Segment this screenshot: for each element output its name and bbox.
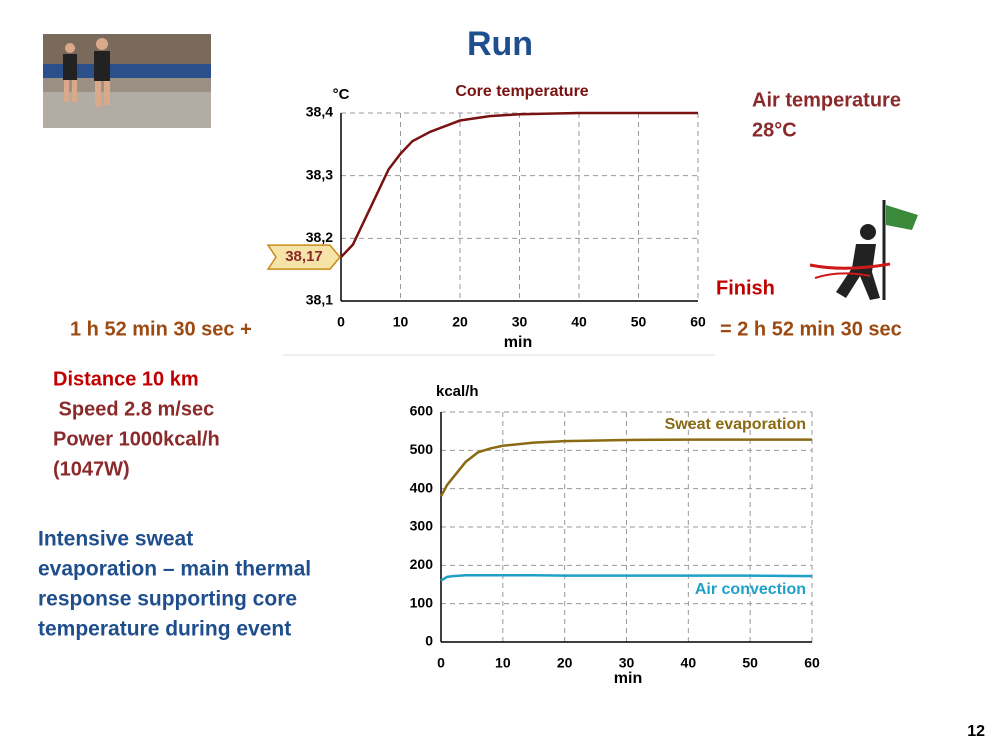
series-label: Air convection [695, 581, 806, 598]
x-tick-label: 50 [742, 655, 758, 671]
info-line: Power 1000kcal/h [53, 428, 220, 450]
x-tick-label: 0 [337, 314, 345, 330]
series-label: Core temperature [455, 83, 588, 100]
x-tick-label: 40 [571, 314, 587, 330]
x-tick-label: 30 [512, 314, 528, 330]
x-tick-label: 0 [437, 655, 445, 671]
finish-icon [809, 200, 918, 300]
info-line: Distance 10 km [53, 368, 199, 390]
y-tick-label: 300 [410, 518, 434, 534]
y-tick-label: 500 [410, 441, 434, 457]
series-label: Sweat evaporation [665, 416, 806, 433]
y-tick-label: 100 [410, 594, 434, 610]
y-tick-label: 38,3 [306, 166, 333, 182]
start-time: 1 h 52 min 30 sec + [70, 318, 252, 340]
finish-label: Finish [716, 277, 775, 299]
y-tick-label: 400 [410, 479, 434, 495]
x-tick-label: 10 [495, 655, 511, 671]
annotation-label: 38,17 [285, 248, 323, 265]
x-axis-label: min [504, 334, 532, 351]
x-tick-label: 10 [393, 314, 409, 330]
y-tick-label: 0 [425, 633, 433, 649]
info-line: Speed 2.8 m/sec [53, 398, 214, 420]
title: Run [467, 25, 533, 63]
x-tick-label: 20 [557, 655, 573, 671]
x-axis-label: min [614, 670, 642, 687]
series-line [340, 111, 698, 258]
note-line: response supporting core [38, 588, 297, 611]
series-line [440, 574, 813, 582]
x-tick-label: 30 [619, 655, 635, 671]
note-line: temperature during event [38, 618, 291, 641]
x-tick-label: 50 [631, 314, 647, 330]
info-line: (1047W) [53, 458, 130, 480]
y-unit: kcal/h [436, 383, 479, 400]
y-tick-label: 38,1 [306, 292, 333, 308]
air-temperature: Air temperature [752, 89, 901, 111]
y-tick-label: 38,4 [306, 104, 333, 120]
annotation-marker [266, 244, 341, 270]
x-tick-label: 60 [804, 655, 820, 671]
page-number: 12 [967, 723, 985, 740]
x-tick-label: 60 [690, 314, 706, 330]
x-tick-label: 40 [681, 655, 697, 671]
y-tick-label: 600 [410, 403, 434, 419]
x-tick-label: 20 [452, 314, 468, 330]
series-line [439, 438, 812, 497]
y-unit: °C [333, 86, 350, 103]
y-tick-label: 200 [410, 556, 434, 572]
air-temperature: 28°C [752, 119, 797, 141]
note-line: Intensive sweat [38, 528, 193, 551]
note-line: evaporation – main thermal [38, 558, 311, 581]
y-tick-label: 38,2 [306, 229, 333, 245]
photo [43, 34, 211, 128]
end-time: = 2 h 52 min 30 sec [720, 318, 902, 340]
